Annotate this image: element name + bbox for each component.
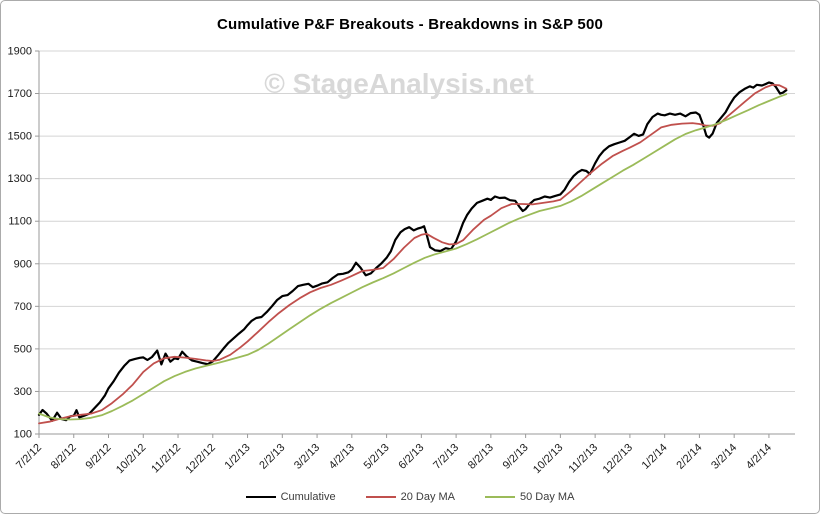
y-tick-label: 500 bbox=[14, 343, 32, 355]
x-tick-label: 7/2/12 bbox=[14, 442, 44, 472]
y-tick-label: 700 bbox=[14, 301, 32, 313]
x-tick-label: 1/2/14 bbox=[640, 442, 670, 472]
x-tick-label: 12/2/13 bbox=[601, 442, 635, 476]
x-tick-label: 11/2/13 bbox=[566, 442, 600, 476]
legend-line-swatch bbox=[245, 496, 276, 498]
y-tick-label: 900 bbox=[14, 258, 32, 270]
x-tick-label: 7/2/13 bbox=[431, 442, 461, 472]
x-tick-label: 11/2/12 bbox=[149, 442, 183, 476]
series-line-50-day-ma bbox=[38, 93, 788, 421]
legend-label: Cumulative bbox=[280, 491, 336, 503]
x-tick-label: 8/2/12 bbox=[49, 442, 79, 472]
watermark: © StageAnalysis.net bbox=[264, 68, 534, 99]
x-tick-label: 4/2/13 bbox=[327, 442, 357, 472]
x-tick-label: 9/2/12 bbox=[84, 442, 114, 472]
y-tick-label: 1900 bbox=[8, 47, 32, 58]
legend-item-20-day-ma: 20 Day MA bbox=[365, 491, 456, 503]
chart-title: Cumulative P&F Breakouts - Breakdowns in… bbox=[216, 15, 604, 33]
series-line-20-day-ma bbox=[38, 83, 788, 425]
y-tick-label: 300 bbox=[14, 386, 32, 398]
x-tick-label: 9/2/13 bbox=[501, 442, 531, 472]
x-tick-label: 6/2/13 bbox=[396, 442, 426, 472]
legend-label: 50 Day MA bbox=[520, 491, 575, 503]
legend-label: 20 Day MA bbox=[400, 491, 456, 503]
x-tick-label: 2/2/14 bbox=[674, 442, 704, 472]
x-tick-label: 10/2/13 bbox=[531, 442, 565, 476]
x-tick-label: 3/2/14 bbox=[709, 442, 739, 472]
legend-item-50-day-ma: 50 Day MA bbox=[485, 491, 574, 503]
x-tick-label: 8/2/13 bbox=[466, 442, 496, 472]
x-tick-label: 2/2/13 bbox=[257, 442, 287, 472]
legend-item-cumulative: Cumulative bbox=[245, 491, 336, 503]
y-tick-label: 1700 bbox=[8, 88, 32, 100]
y-tick-label: 1500 bbox=[8, 131, 32, 143]
x-tick-label: 4/2/14 bbox=[744, 442, 774, 472]
y-tick-label: 100 bbox=[14, 429, 32, 441]
x-tick-label: 5/2/13 bbox=[362, 442, 392, 472]
y-tick-label: 1300 bbox=[8, 173, 32, 185]
x-tick-label: 3/2/13 bbox=[292, 442, 322, 472]
series-line-cumulative bbox=[37, 81, 788, 422]
x-tick-label: 10/2/12 bbox=[114, 442, 148, 476]
y-tick-label: 1100 bbox=[8, 216, 32, 228]
chart-legend: Cumulative 20 Day MA 50 Day MA bbox=[1, 481, 819, 513]
legend-line-swatch bbox=[485, 496, 516, 498]
x-tick-label: 12/2/12 bbox=[183, 442, 217, 476]
legend-line-swatch bbox=[365, 496, 396, 498]
chart-plot-area: 100 300 500 700 900 1100 1300 1500 1700 1900 7/2/1… bbox=[8, 47, 795, 476]
x-tick-label: 1/2/13 bbox=[223, 442, 253, 472]
